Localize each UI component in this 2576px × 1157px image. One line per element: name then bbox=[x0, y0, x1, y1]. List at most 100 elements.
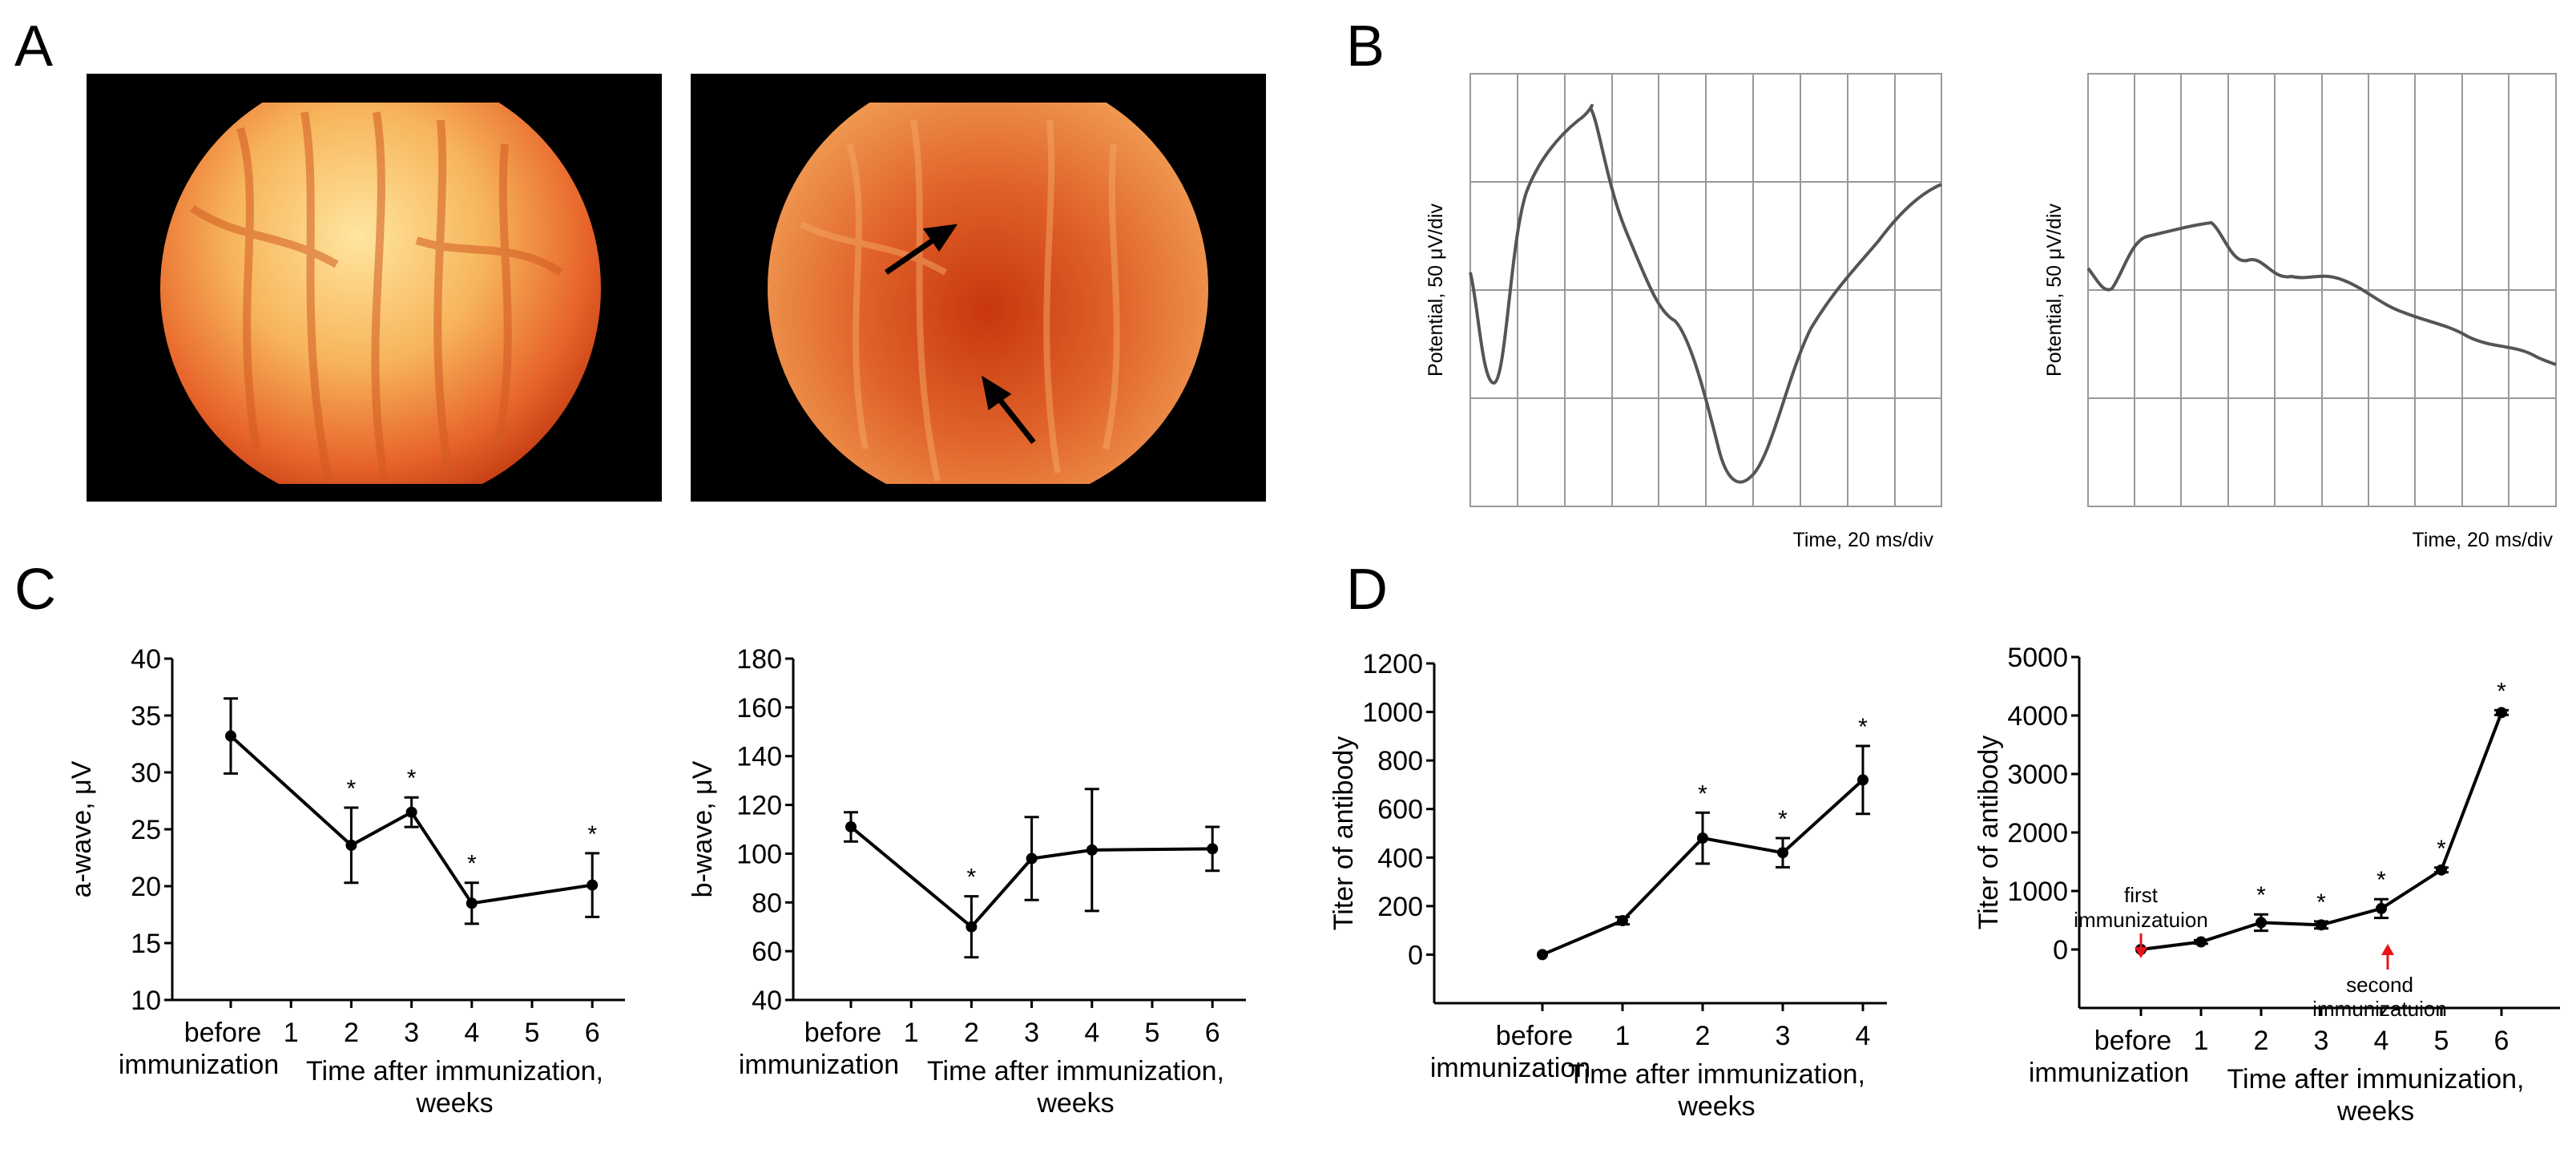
x-tick-label: 3 bbox=[2314, 1026, 2329, 1056]
significance-star: * bbox=[2376, 867, 2386, 893]
y-tick-label: 1200 bbox=[1362, 649, 1423, 679]
x-tick-label: 6 bbox=[1205, 1018, 1220, 1048]
arrow-icon bbox=[2381, 944, 2394, 955]
y-tick-label: 4000 bbox=[2007, 701, 2068, 732]
data-point bbox=[2256, 917, 2267, 929]
y-axis-label: Titer of antibody bbox=[1973, 736, 2004, 930]
x-tick-label: immunization bbox=[2029, 1058, 2189, 1088]
significance-star: * bbox=[467, 851, 477, 877]
y-tick-label: 1000 bbox=[1362, 698, 1423, 728]
data-point bbox=[405, 806, 417, 818]
x-axis-label: weeks bbox=[1677, 1091, 1755, 1122]
y-tick-label: 1000 bbox=[2007, 877, 2068, 907]
significance-star: * bbox=[2437, 836, 2446, 862]
y-tick-label: 10 bbox=[131, 986, 161, 1016]
y-tick-label: 160 bbox=[736, 693, 782, 724]
panel-letter-c: C bbox=[14, 558, 56, 622]
erg-normal-x-label: Time, 20 ms/div bbox=[1792, 529, 1933, 551]
x-tick-label: 1 bbox=[2194, 1026, 2209, 1056]
fundus-image-normal bbox=[87, 74, 662, 502]
significance-star: * bbox=[347, 776, 357, 802]
y-tick-label: 800 bbox=[1377, 746, 1423, 776]
significance-star: * bbox=[2256, 882, 2266, 909]
y-axis-label: Titer of antibody bbox=[1328, 736, 1359, 931]
x-tick-label: 2 bbox=[2254, 1026, 2269, 1056]
y-tick-label: 30 bbox=[131, 758, 161, 788]
panel-letter-d: D bbox=[1346, 558, 1388, 622]
data-point bbox=[965, 921, 978, 933]
y-tick-label: 0 bbox=[2053, 935, 2068, 966]
erg-trace-immunized: Potential, 50 μV/div Time, 20 ms/div bbox=[2043, 73, 2557, 551]
annotation-text: first bbox=[2124, 883, 2159, 907]
x-tick-label: 5 bbox=[1145, 1018, 1160, 1048]
y-tick-label: 2000 bbox=[2007, 818, 2068, 849]
significance-star: * bbox=[1778, 806, 1788, 832]
y-tick-label: 180 bbox=[736, 644, 782, 675]
y-tick-label: 600 bbox=[1377, 795, 1423, 825]
data-point bbox=[1086, 844, 1098, 856]
data-point bbox=[845, 820, 857, 832]
significance-star: * bbox=[967, 865, 977, 891]
x-tick-label: 4 bbox=[2374, 1026, 2389, 1056]
x-tick-label: before bbox=[184, 1018, 261, 1048]
x-tick-label: 2 bbox=[964, 1018, 979, 1048]
y-tick-label: 400 bbox=[1377, 843, 1423, 873]
significance-star: * bbox=[1698, 780, 1707, 807]
data-point bbox=[466, 897, 478, 909]
x-tick-label: 4 bbox=[1856, 1021, 1871, 1051]
x-axis-label: Time after immunization, bbox=[2227, 1064, 2525, 1095]
data-point bbox=[587, 879, 599, 891]
data-point bbox=[2316, 919, 2327, 931]
y-tick-label: 3000 bbox=[2007, 760, 2068, 790]
y-tick-label: 80 bbox=[752, 888, 782, 918]
x-tick-label: 1 bbox=[284, 1018, 299, 1048]
panel-letter-a: A bbox=[14, 14, 53, 79]
annotation-text: second bbox=[2346, 973, 2413, 997]
x-tick-label: immunization bbox=[119, 1050, 279, 1080]
data-point bbox=[1857, 774, 1869, 786]
x-tick-label: before bbox=[804, 1018, 881, 1048]
y-tick-label: 0 bbox=[1408, 940, 1423, 970]
data-point bbox=[1777, 847, 1788, 859]
significance-star: * bbox=[2497, 678, 2506, 704]
x-tick-label: 1 bbox=[904, 1018, 919, 1048]
x-axis-label: weeks bbox=[415, 1088, 493, 1119]
panel-letter-b: B bbox=[1346, 14, 1385, 79]
x-tick-label: 2 bbox=[344, 1018, 359, 1048]
y-tick-label: 60 bbox=[752, 937, 782, 967]
y-tick-label: 25 bbox=[131, 815, 161, 845]
annotation-text: immunizatuion bbox=[2312, 997, 2447, 1021]
chart-titer-6wk: 0 1000 2000 3000 4000 5000 beforeimmunization1… bbox=[1973, 643, 2560, 1127]
y-tick-label: 200 bbox=[1377, 892, 1423, 922]
erg-immunized-y-label: Potential, 50 μV/div bbox=[2043, 204, 2066, 377]
erg-trace-normal: Potential, 50 μV/div Time, 20 ms/div bbox=[1425, 73, 1942, 551]
x-tick-label: 3 bbox=[1776, 1021, 1791, 1051]
data-point bbox=[2496, 707, 2507, 719]
y-tick-label: 40 bbox=[131, 644, 161, 675]
y-tick-label: 35 bbox=[131, 701, 161, 732]
x-tick-label: immunization bbox=[1430, 1053, 1590, 1083]
significance-star: * bbox=[2316, 889, 2326, 916]
x-tick-label: 5 bbox=[525, 1018, 540, 1048]
arrow-icon bbox=[2135, 947, 2147, 958]
x-tick-label: before bbox=[1496, 1021, 1573, 1051]
y-tick-label: 120 bbox=[736, 791, 782, 821]
x-tick-label: 5 bbox=[2434, 1026, 2449, 1056]
arrow-icon bbox=[885, 224, 1036, 445]
y-tick-label: 40 bbox=[752, 986, 782, 1016]
x-axis-label: Time after immunization, bbox=[1568, 1059, 1865, 1090]
x-tick-label: 3 bbox=[404, 1018, 419, 1048]
data-point bbox=[225, 730, 236, 742]
y-tick-label: 5000 bbox=[2007, 643, 2068, 673]
y-tick-label: 140 bbox=[736, 742, 782, 772]
data-point bbox=[2436, 864, 2447, 876]
significance-star: * bbox=[1858, 714, 1868, 740]
data-point bbox=[1617, 915, 1628, 927]
x-axis-label: weeks bbox=[1036, 1088, 1114, 1119]
data-point bbox=[1697, 832, 1708, 845]
x-tick-label: before bbox=[2094, 1026, 2171, 1056]
data-point bbox=[2376, 902, 2387, 914]
